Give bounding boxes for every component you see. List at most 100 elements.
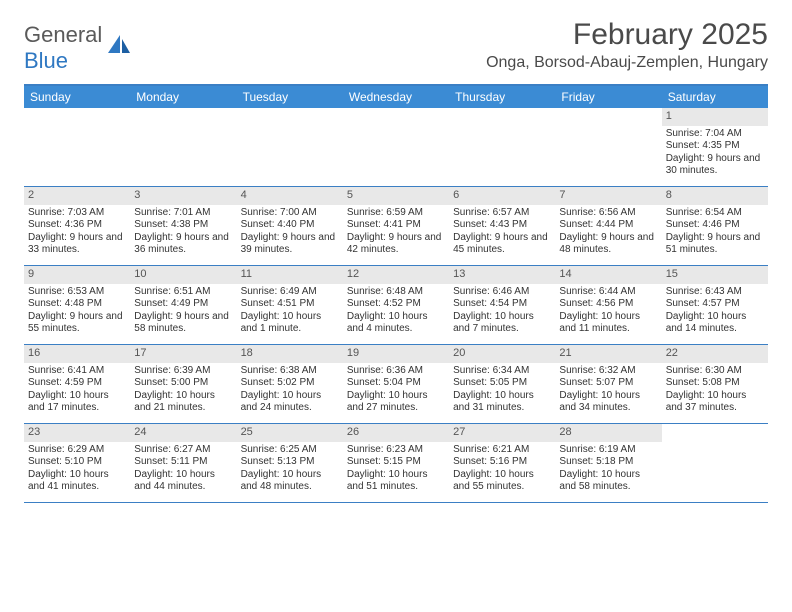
sunrise-text: Sunrise: 6:39 AM — [134, 365, 232, 378]
sunset-text: Sunset: 5:18 PM — [559, 456, 657, 469]
sunset-text: Sunset: 4:52 PM — [347, 298, 445, 311]
sunset-text: Sunset: 4:35 PM — [666, 140, 764, 153]
sunrise-text: Sunrise: 6:46 AM — [453, 286, 551, 299]
sail-icon — [106, 33, 132, 64]
daylight-text: Daylight: 10 hours and 21 minutes. — [134, 390, 232, 415]
sunrise-text: Sunrise: 6:38 AM — [241, 365, 339, 378]
day-number: 27 — [449, 424, 555, 442]
day-number: 16 — [24, 345, 130, 363]
day-number: 8 — [662, 187, 768, 205]
sunset-text: Sunset: 5:13 PM — [241, 456, 339, 469]
week-row: 2Sunrise: 7:03 AMSunset: 4:36 PMDaylight… — [24, 187, 768, 266]
sunrise-text: Sunrise: 6:59 AM — [347, 207, 445, 220]
day-cell-14: 14Sunrise: 6:44 AMSunset: 4:56 PMDayligh… — [555, 266, 661, 344]
day-number: 9 — [24, 266, 130, 284]
weekday-monday: Monday — [130, 86, 236, 108]
day-number: 7 — [555, 187, 661, 205]
sunrise-text: Sunrise: 6:23 AM — [347, 444, 445, 457]
daylight-text: Daylight: 9 hours and 48 minutes. — [559, 232, 657, 257]
daylight-text: Daylight: 10 hours and 17 minutes. — [28, 390, 126, 415]
day-cell-9: 9 Sunrise: 6:53 AMSunset: 4:48 PMDaylight… — [24, 266, 130, 344]
day-cell-16: 16 Sunrise: 6:41 AMSunset: 4:59 PMDayligh… — [24, 345, 130, 423]
daylight-text: Daylight: 10 hours and 41 minutes. — [28, 469, 126, 494]
daylight-text: Daylight: 10 hours and 37 minutes. — [666, 390, 764, 415]
day-number: 26 — [343, 424, 449, 442]
day-cell-empty — [130, 108, 236, 186]
sunrise-text: Sunrise: 6:36 AM — [347, 365, 445, 378]
sunrise-text: Sunrise: 7:01 AM — [134, 207, 232, 220]
sunrise-text: Sunrise: 6:41 AM — [28, 365, 126, 378]
day-cell-15: 15Sunrise: 6:43 AMSunset: 4:57 PMDayligh… — [662, 266, 768, 344]
weekday-thursday: Thursday — [449, 86, 555, 108]
logo: General Blue — [24, 18, 132, 74]
sunset-text: Sunset: 4:56 PM — [559, 298, 657, 311]
sunset-text: Sunset: 4:48 PM — [28, 298, 126, 311]
sunrise-text: Sunrise: 6:19 AM — [559, 444, 657, 457]
sunrise-text: Sunrise: 6:56 AM — [559, 207, 657, 220]
daylight-text: Daylight: 9 hours and 51 minutes. — [666, 232, 764, 257]
sunset-text: Sunset: 4:59 PM — [28, 377, 126, 390]
daylight-text: Daylight: 9 hours and 58 minutes. — [134, 311, 232, 336]
sunrise-text: Sunrise: 6:30 AM — [666, 365, 764, 378]
day-cell-empty — [24, 108, 130, 186]
daylight-text: Daylight: 10 hours and 58 minutes. — [559, 469, 657, 494]
day-number: 18 — [237, 345, 343, 363]
sunset-text: Sunset: 4:49 PM — [134, 298, 232, 311]
day-number: 23 — [24, 424, 130, 442]
day-cell-2: 2Sunrise: 7:03 AMSunset: 4:36 PMDaylight… — [24, 187, 130, 265]
sunset-text: Sunset: 4:40 PM — [241, 219, 339, 232]
day-cell-empty — [662, 424, 768, 502]
sunrise-text: Sunrise: 7:04 AM — [666, 128, 764, 141]
sunrise-text: Sunrise: 6:57 AM — [453, 207, 551, 220]
day-number: 6 — [449, 187, 555, 205]
day-cell-19: 19Sunrise: 6:36 AMSunset: 5:04 PMDayligh… — [343, 345, 449, 423]
day-cell-20: 20Sunrise: 6:34 AMSunset: 5:05 PMDayligh… — [449, 345, 555, 423]
sunrise-text: Sunrise: 6:49 AM — [241, 286, 339, 299]
week-row: 23Sunrise: 6:29 AMSunset: 5:10 PMDayligh… — [24, 424, 768, 503]
sunrise-text: Sunrise: 6:48 AM — [347, 286, 445, 299]
day-cell-7: 7Sunrise: 6:56 AMSunset: 4:44 PMDaylight… — [555, 187, 661, 265]
day-number: 1 — [662, 108, 768, 126]
day-cell-8: 8Sunrise: 6:54 AMSunset: 4:46 PMDaylight… — [662, 187, 768, 265]
daylight-text: Daylight: 10 hours and 55 minutes. — [453, 469, 551, 494]
day-number: 3 — [130, 187, 236, 205]
day-cell-5: 5Sunrise: 6:59 AMSunset: 4:41 PMDaylight… — [343, 187, 449, 265]
daylight-text: Daylight: 10 hours and 1 minute. — [241, 311, 339, 336]
day-number: 19 — [343, 345, 449, 363]
day-number: 22 — [662, 345, 768, 363]
daylight-text: Daylight: 10 hours and 34 minutes. — [559, 390, 657, 415]
sunrise-text: Sunrise: 6:53 AM — [28, 286, 126, 299]
sunset-text: Sunset: 5:02 PM — [241, 377, 339, 390]
day-number: 4 — [237, 187, 343, 205]
sunset-text: Sunset: 5:10 PM — [28, 456, 126, 469]
day-cell-empty — [237, 108, 343, 186]
day-number: 21 — [555, 345, 661, 363]
daylight-text: Daylight: 10 hours and 11 minutes. — [559, 311, 657, 336]
week-row: 1Sunrise: 7:04 AMSunset: 4:35 PMDaylight… — [24, 108, 768, 187]
day-number: 24 — [130, 424, 236, 442]
daylight-text: Daylight: 10 hours and 51 minutes. — [347, 469, 445, 494]
daylight-text: Daylight: 9 hours and 55 minutes. — [28, 311, 126, 336]
day-number: 14 — [555, 266, 661, 284]
daylight-text: Daylight: 10 hours and 27 minutes. — [347, 390, 445, 415]
location-subtitle: Onga, Borsod-Abauj-Zemplen, Hungary — [486, 54, 768, 72]
day-number: 20 — [449, 345, 555, 363]
day-number: 10 — [130, 266, 236, 284]
sunset-text: Sunset: 5:16 PM — [453, 456, 551, 469]
month-title: February 2025 — [486, 18, 768, 52]
day-number: 15 — [662, 266, 768, 284]
day-cell-10: 10 Sunrise: 6:51 AMSunset: 4:49 PMDayligh… — [130, 266, 236, 344]
weekday-friday: Friday — [555, 86, 661, 108]
day-cell-3: 3Sunrise: 7:01 AMSunset: 4:38 PMDaylight… — [130, 187, 236, 265]
daylight-text: Daylight: 10 hours and 24 minutes. — [241, 390, 339, 415]
sunrise-text: Sunrise: 6:51 AM — [134, 286, 232, 299]
daylight-text: Daylight: 9 hours and 45 minutes. — [453, 232, 551, 257]
sunset-text: Sunset: 5:05 PM — [453, 377, 551, 390]
title-block: February 2025 Onga, Borsod-Abauj-Zemplen… — [486, 18, 768, 72]
day-number: 25 — [237, 424, 343, 442]
page-header: General Blue February 2025 Onga, Borsod-… — [24, 18, 768, 74]
sunset-text: Sunset: 4:46 PM — [666, 219, 764, 232]
sunset-text: Sunset: 4:57 PM — [666, 298, 764, 311]
sunset-text: Sunset: 4:54 PM — [453, 298, 551, 311]
day-cell-18: 18 Sunrise: 6:38 AMSunset: 5:02 PMDayligh… — [237, 345, 343, 423]
